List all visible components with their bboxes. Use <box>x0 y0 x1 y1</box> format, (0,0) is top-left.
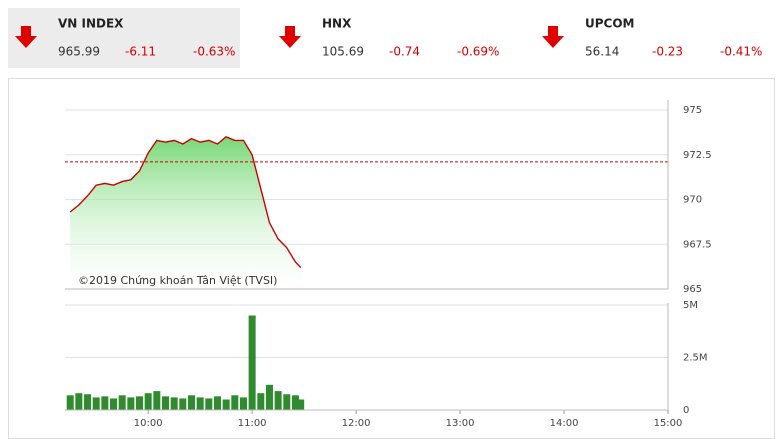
volume-bar <box>265 384 273 410</box>
volume-bar <box>118 395 126 410</box>
y-tick-label: 5M <box>683 300 698 311</box>
index-name: HNX <box>322 17 352 31</box>
y-tick-label: 965 <box>683 284 702 295</box>
y-tick-label: 0 <box>683 405 689 416</box>
volume-bar <box>239 397 247 410</box>
index-change: -0.74 <box>389 45 420 59</box>
volume-bar <box>101 396 109 410</box>
down-arrow <box>15 26 37 48</box>
volume-bar <box>257 393 265 410</box>
y-tick-label: 972.5 <box>683 150 712 161</box>
price-line <box>69 135 302 268</box>
index-change: -0.23 <box>652 45 683 59</box>
volume-bar <box>222 399 230 410</box>
index-pct: -0.69% <box>457 45 499 59</box>
volume-bar <box>162 396 170 410</box>
index-value: 965.99 <box>58 45 100 59</box>
volume-bar <box>170 397 178 410</box>
index-name: VN INDEX <box>58 17 124 31</box>
y-tick-label: 970 <box>683 195 702 206</box>
selected-tab[interactable] <box>8 8 240 68</box>
volume-bar <box>187 395 195 410</box>
index-pct: -0.41% <box>720 45 762 59</box>
volume-bar <box>153 391 161 410</box>
index-change: -6.11 <box>125 45 156 59</box>
index-name: UPCOM <box>585 17 635 31</box>
x-tick-label: 12:00 <box>342 418 371 429</box>
down-arrow <box>279 26 301 48</box>
volume-bar <box>297 399 305 410</box>
volume-bar <box>75 393 83 410</box>
volume-bar <box>283 394 291 410</box>
volume-bar <box>92 397 100 410</box>
volume-bar <box>205 398 213 410</box>
index-value: 105.69 <box>322 45 364 59</box>
index-pct: -0.63% <box>193 45 235 59</box>
x-tick-label: 15:00 <box>654 418 683 429</box>
volume-bar <box>291 395 299 410</box>
volume-bar <box>127 397 135 410</box>
annotation: ©2019 Chứng khoán Tân Việt (TVSI) <box>78 274 277 287</box>
volume-bar <box>136 396 144 410</box>
volume-bar <box>248 315 256 410</box>
y-tick-label: 975 <box>683 105 702 116</box>
volume-bar <box>84 394 92 410</box>
x-tick-label: 13:00 <box>446 418 475 429</box>
down-arrow <box>542 26 564 48</box>
x-tick-label: 14:00 <box>550 418 579 429</box>
volume-bar <box>196 397 204 410</box>
y-tick-label: 2.5M <box>683 353 708 364</box>
volume-bar <box>110 398 118 410</box>
volume-bar <box>213 396 221 410</box>
area <box>70 136 301 289</box>
volume-bar <box>179 398 187 410</box>
volume-bar <box>144 393 152 410</box>
volume-bar <box>231 395 239 410</box>
index-value: 56.14 <box>585 45 619 59</box>
volume-bar <box>274 391 282 410</box>
x-tick-label: 11:00 <box>238 418 267 429</box>
volume-bar <box>66 395 74 410</box>
y-tick-label: 967.5 <box>683 239 712 250</box>
x-tick-label: 10:00 <box>134 418 163 429</box>
